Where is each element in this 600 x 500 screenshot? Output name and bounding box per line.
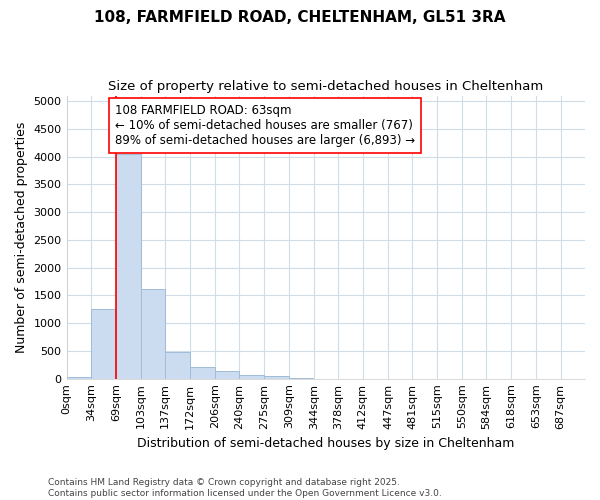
Y-axis label: Number of semi-detached properties: Number of semi-detached properties (15, 122, 28, 353)
Bar (215, 372, 239, 378)
Text: Contains HM Land Registry data © Crown copyright and database right 2025.
Contai: Contains HM Land Registry data © Crown c… (48, 478, 442, 498)
Bar (165, 352, 190, 378)
Text: 108, FARMFIELD ROAD, CHELTENHAM, GL51 3RA: 108, FARMFIELD ROAD, CHELTENHAM, GL51 3R… (94, 10, 506, 25)
Bar (91, 310, 115, 378)
Bar (190, 366, 215, 378)
Bar (116, 154, 140, 378)
Text: 108 FARMFIELD ROAD: 63sqm
← 10% of semi-detached houses are smaller (767)
89% of: 108 FARMFIELD ROAD: 63sqm ← 10% of semi-… (115, 104, 415, 147)
Bar (140, 288, 165, 378)
Title: Size of property relative to semi-detached houses in Cheltenham: Size of property relative to semi-detach… (108, 80, 544, 93)
Bar (239, 374, 263, 378)
Bar (67, 377, 91, 378)
X-axis label: Distribution of semi-detached houses by size in Cheltenham: Distribution of semi-detached houses by … (137, 437, 514, 450)
Bar (264, 376, 289, 378)
